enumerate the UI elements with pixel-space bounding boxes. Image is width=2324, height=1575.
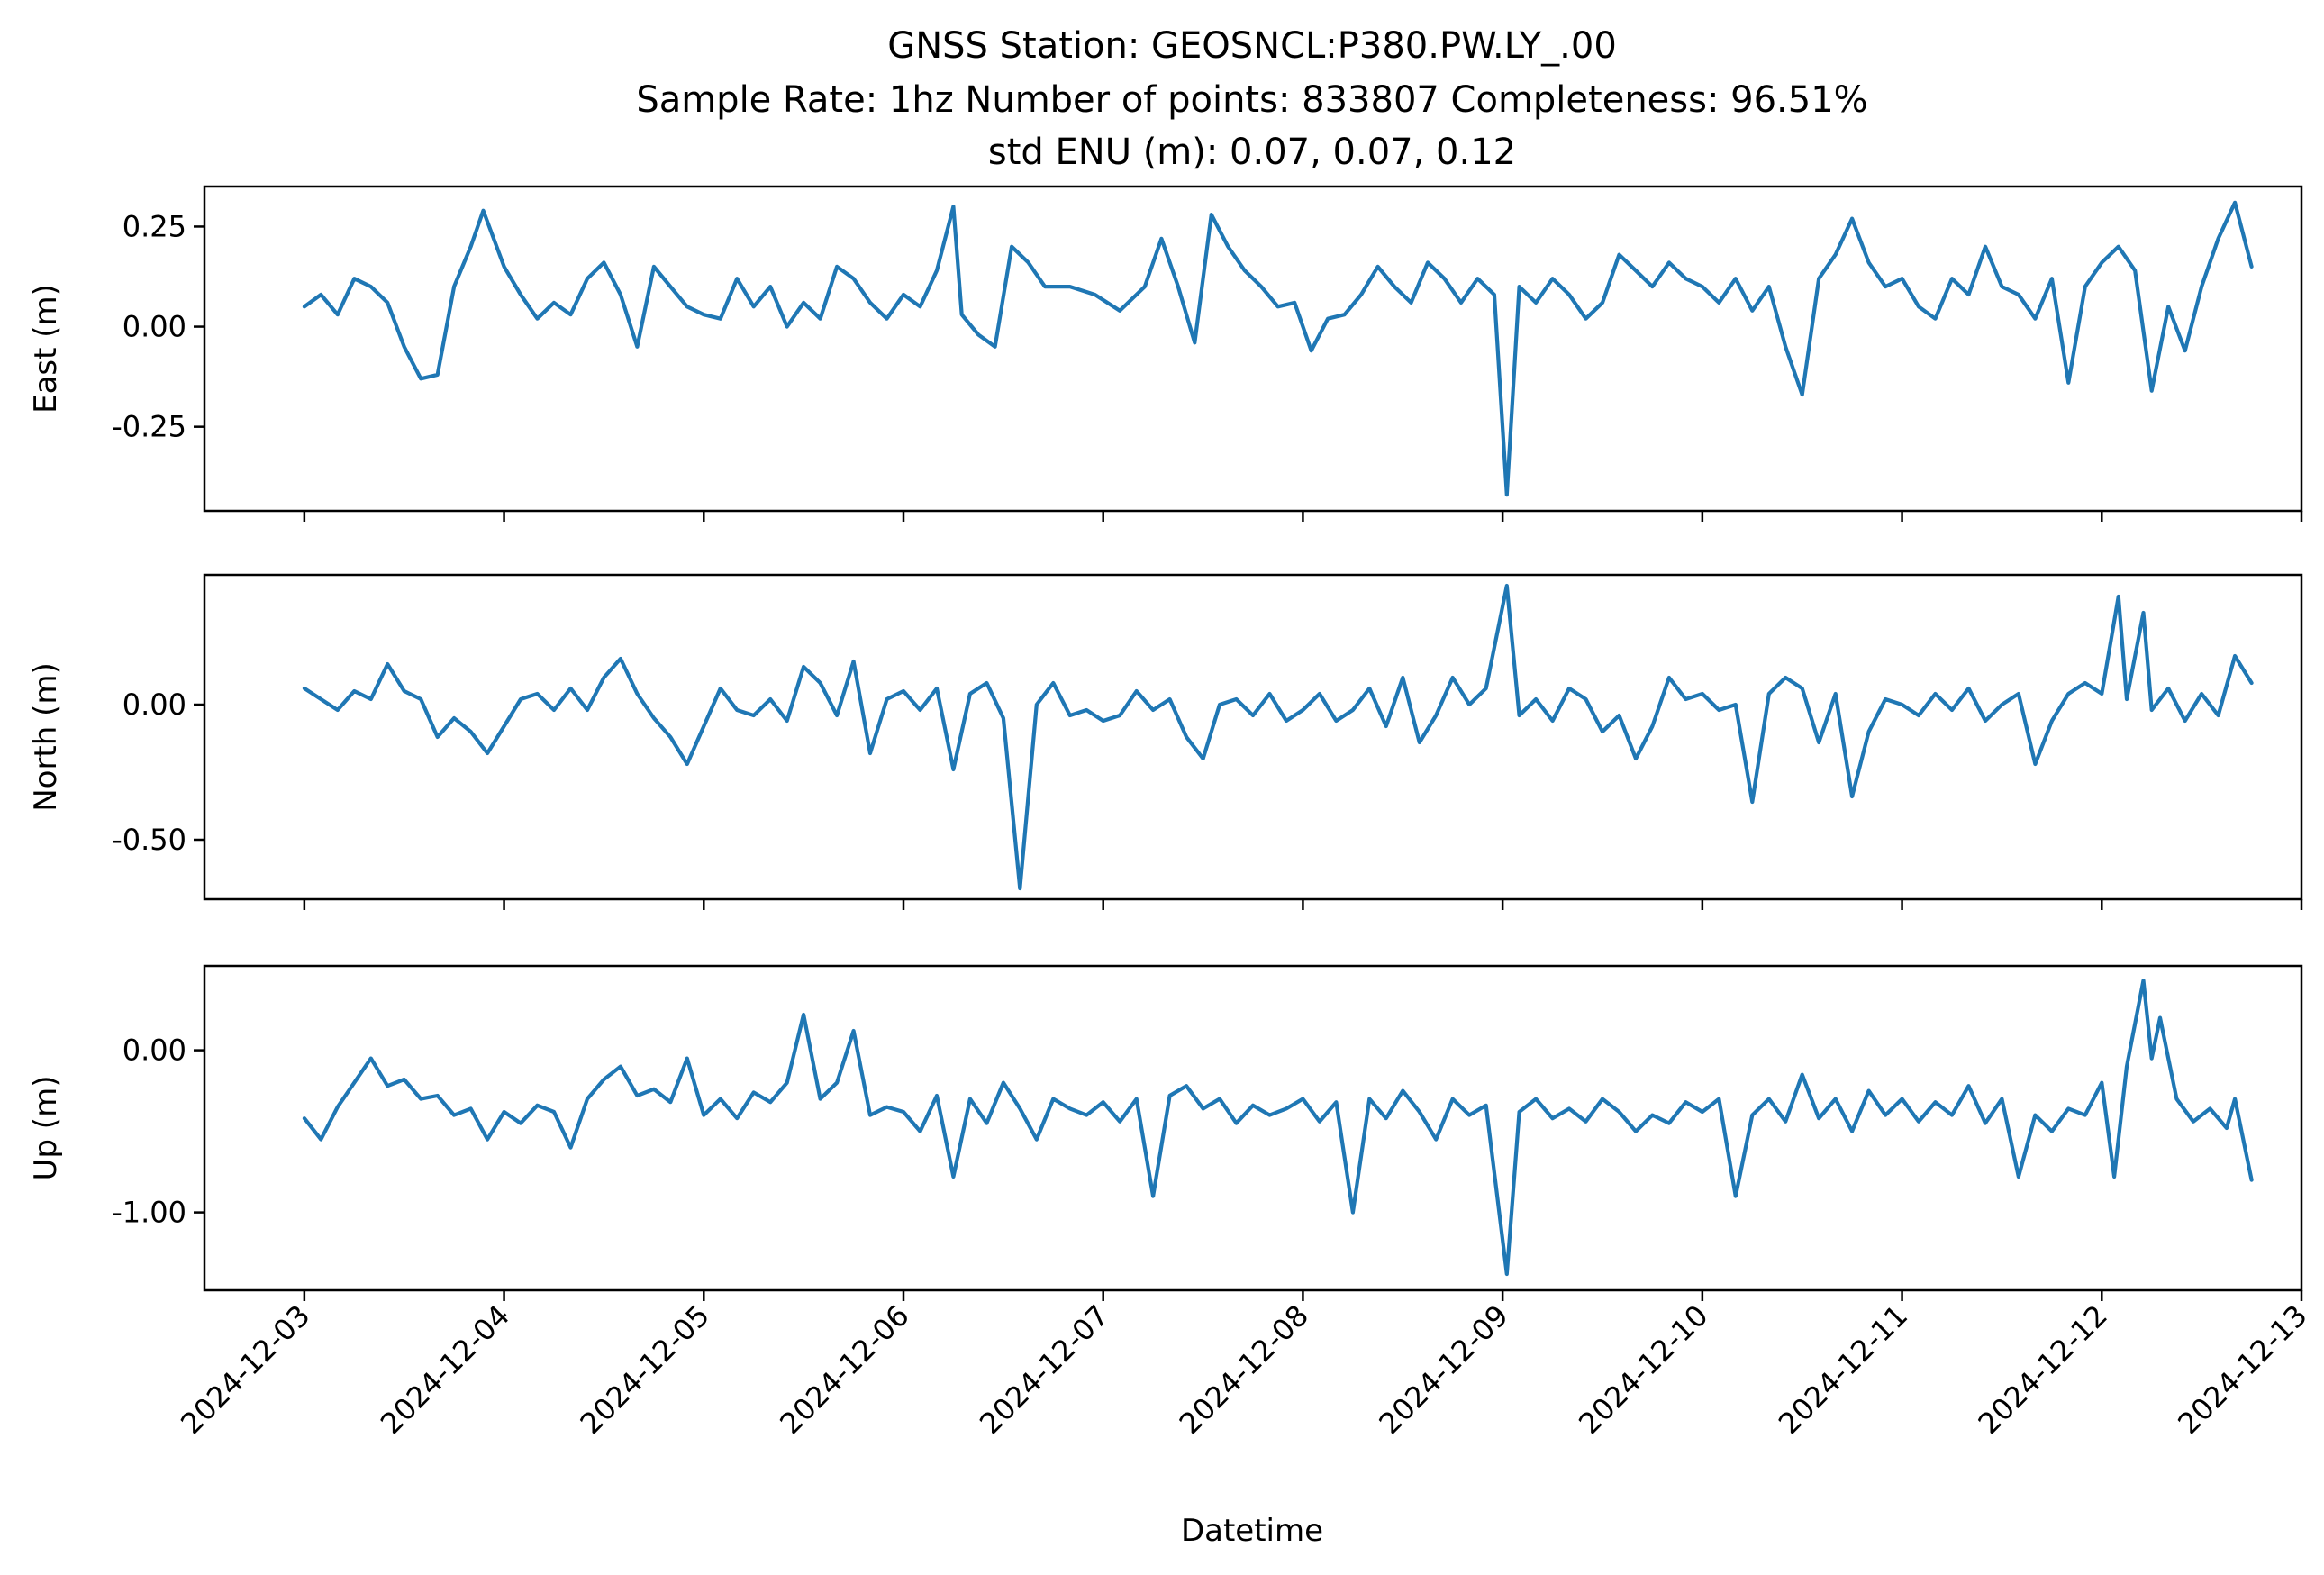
x-tick-label: 2024-12-11 (1772, 1298, 1914, 1441)
up-y-axis-label: Up (m) (28, 1076, 64, 1181)
x-axis-label: Datetime (1181, 1513, 1323, 1549)
x-tick-labels: 2024-12-03 2024-12-04 2024-12-05 2024-12-06… (174, 1298, 2314, 1441)
x-tick-label: 2024-12-03 (174, 1298, 316, 1441)
figure-title: GNSS Station: GEOSNCL:P380.PW.LY_.00 Sam… (636, 25, 1867, 173)
x-tick-label: 2024-12-08 (1173, 1298, 1315, 1441)
up-series-line (302, 979, 2254, 1277)
east-y-tick-label: 0.25 (123, 209, 186, 243)
panel-east: 0.25 0.00 -0.25 East (m) (28, 185, 2303, 522)
panel-north: 0.00 -0.50 North (m) (28, 573, 2303, 910)
north-y-axis-label: North (m) (28, 662, 64, 812)
panel-up: 0.00 -1.00 Up (m) (28, 964, 2303, 1301)
x-tick-label: 2024-12-09 (1372, 1298, 1514, 1441)
up-y-tick-label: 0.00 (123, 1033, 186, 1068)
x-tick-label: 2024-12-04 (374, 1298, 516, 1441)
north-series-line (302, 583, 2254, 891)
east-series-line (302, 200, 2254, 497)
title-line-stats: Sample Rate: 1hz Number of points: 83380… (636, 79, 1867, 121)
north-y-tick-label: 0.00 (123, 687, 186, 722)
up-y-tick-label: -1.00 (112, 1196, 186, 1230)
x-tick-label: 2024-12-12 (1972, 1298, 2114, 1441)
east-y-axis-label: East (m) (28, 284, 64, 414)
title-line-std: std ENU (m): 0.07, 0.07, 0.12 (988, 132, 1516, 173)
up-axes-frame (203, 964, 2303, 1292)
north-y-tick-label: -0.50 (112, 823, 186, 857)
title-line-station: GNSS Station: GEOSNCL:P380.PW.LY_.00 (887, 25, 1617, 67)
x-tick-label: 2024-12-05 (574, 1298, 716, 1441)
north-axes-frame (203, 573, 2303, 901)
east-y-tick-label: 0.00 (123, 310, 186, 344)
x-tick-label: 2024-12-10 (1572, 1298, 1714, 1441)
x-tick-label: 2024-12-06 (773, 1298, 915, 1441)
x-tick-label: 2024-12-07 (973, 1298, 1115, 1441)
east-y-tick-label: -0.25 (112, 410, 186, 444)
x-tick-label: 2024-12-13 (2171, 1298, 2313, 1441)
east-axes-frame (203, 185, 2303, 513)
